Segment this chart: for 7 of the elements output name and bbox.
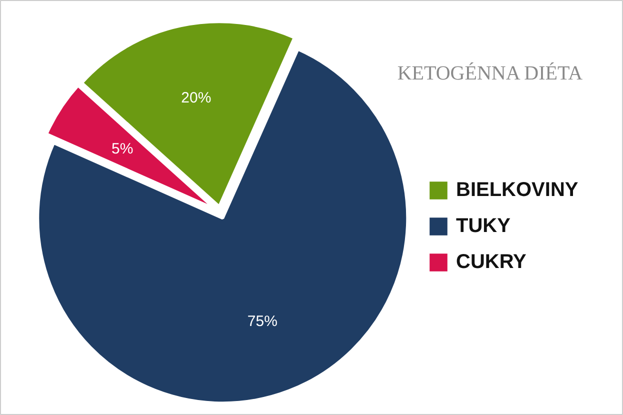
legend-label: BIELKOVINY xyxy=(456,178,578,202)
legend-label: CUKRY xyxy=(456,250,526,274)
data-label: 5% xyxy=(112,140,134,158)
data-label: 75% xyxy=(247,313,278,330)
text: KETOGÉNNA DIÉTA xyxy=(397,62,584,84)
legend-label: TUKY xyxy=(456,214,510,238)
data-label: 20% xyxy=(181,90,212,107)
